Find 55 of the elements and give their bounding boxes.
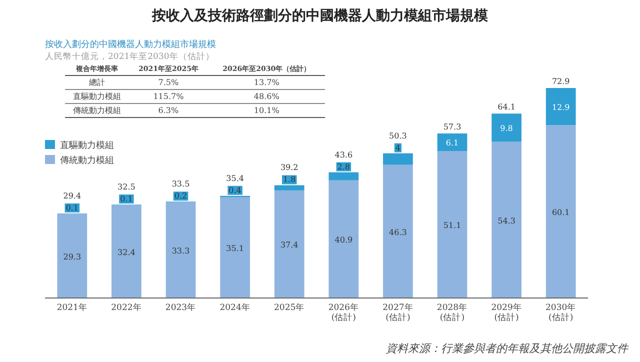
total-label: 29.4	[63, 191, 82, 200]
total-label: 39.2	[280, 163, 298, 172]
x-tick-label: 2026年 (估計)	[328, 302, 359, 323]
annotation: 6.3%	[128, 104, 208, 118]
annotation: 傳統動力模組	[65, 104, 129, 118]
data-label: 2.8	[337, 162, 350, 172]
annotation: 115.7%	[128, 90, 208, 104]
x-tick-label: 2023年	[165, 302, 196, 313]
x-tick-label: 2029年 (估計)	[491, 302, 522, 323]
text: 總計	[88, 78, 105, 87]
chart-title: 按收入及技術路徑劃分的中國機器人動力模組市場規模	[151, 7, 489, 24]
source-note: 資料來源：行業參與者的年報及其他公開披露文件	[386, 342, 629, 355]
data-label: 37.4	[280, 240, 298, 250]
total-label: 32.5	[118, 182, 136, 192]
text: 7.5%	[158, 78, 179, 87]
x-tick-label: 2022年	[111, 302, 142, 313]
annotation: 直驅動力模組	[65, 90, 129, 104]
total-label: 64.1	[498, 102, 516, 112]
data-label: 60.1	[552, 208, 570, 218]
data-label: 51.1	[443, 221, 462, 230]
text: 13.7%	[254, 78, 280, 87]
data-label: 33.3	[172, 246, 190, 256]
data-label: 0.1	[120, 194, 133, 204]
total-label: 33.5	[172, 180, 190, 189]
data-label: 46.3	[389, 228, 407, 237]
total-label: 72.9	[552, 77, 570, 86]
x-tick-label: 2027年 (估計)	[382, 302, 414, 323]
data-label: 9.8	[500, 124, 513, 134]
x-tick-label: 2025年	[274, 302, 305, 313]
data-label: 6.1	[446, 138, 459, 148]
data-label: 4	[395, 143, 400, 152]
total-label: 35.4	[226, 174, 244, 183]
x-tick-label: 2021年	[56, 302, 88, 313]
data-label: 40.9	[334, 236, 353, 245]
legend-label: 傳統動力模組	[60, 155, 114, 166]
data-label: 12.9	[552, 103, 570, 112]
data-label: 32.4	[118, 248, 136, 257]
chart-subtitle: 按收入劃分的中國機器人動力模組市場規模	[45, 39, 216, 50]
x-tick-label: 2024年	[220, 302, 250, 313]
legend-label: 直驅動力模組	[60, 140, 114, 151]
data-label: 1.8	[282, 175, 296, 184]
data-label: 0.2	[174, 192, 188, 201]
text: 人民幣十億元，2021年至2030年（估計）	[45, 51, 214, 62]
data-label: 35.1	[226, 244, 244, 254]
total-label: 57.3	[443, 122, 462, 132]
total-label: 43.6	[334, 150, 353, 160]
data-label: 0.4	[228, 186, 242, 195]
data-label: 54.3	[498, 216, 516, 226]
annotation: 48.6%	[208, 90, 325, 104]
annotation: 10.1%	[208, 104, 325, 118]
x-tick-label: 2028年 (估計)	[436, 302, 468, 323]
total-label: 50.3	[389, 131, 407, 140]
data-label: 29.3	[63, 252, 82, 262]
x-tick-label: 2030年 (估計)	[546, 302, 576, 323]
data-label: 0.1	[66, 203, 79, 212]
